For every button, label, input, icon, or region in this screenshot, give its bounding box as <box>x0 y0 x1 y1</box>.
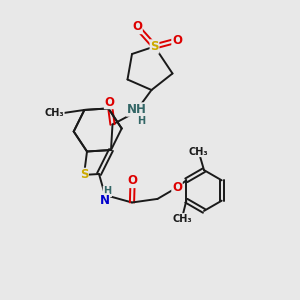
Text: N: N <box>99 194 110 207</box>
Text: CH₃: CH₃ <box>189 146 208 157</box>
Text: H: H <box>103 186 112 197</box>
Text: NH: NH <box>127 103 146 116</box>
Text: O: O <box>128 174 138 188</box>
Text: O: O <box>104 95 115 109</box>
Text: H: H <box>137 116 146 126</box>
Text: O: O <box>172 34 182 47</box>
Text: CH₃: CH₃ <box>172 214 192 224</box>
Text: CH₃: CH₃ <box>44 108 64 118</box>
Text: O: O <box>132 20 142 34</box>
Text: O: O <box>172 181 182 194</box>
Text: S: S <box>150 40 159 53</box>
Text: S: S <box>80 168 88 182</box>
